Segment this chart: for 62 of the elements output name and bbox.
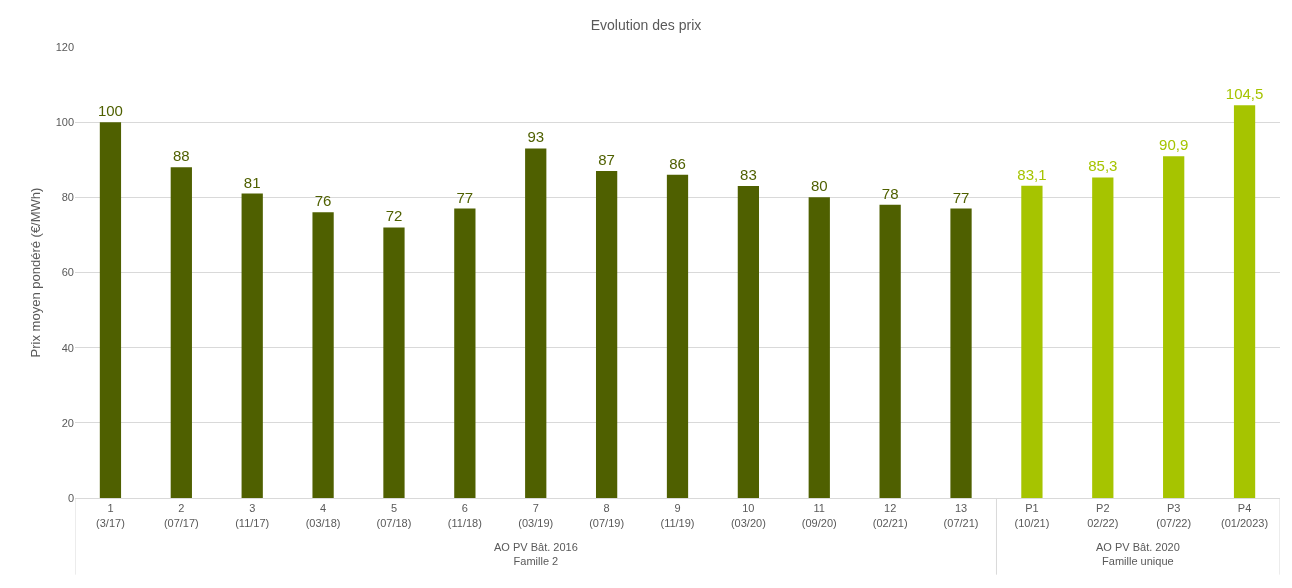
data-label: 88 <box>172 147 190 165</box>
bar <box>1233 105 1256 498</box>
x-tick-label: 7 (03/19) <box>518 502 554 529</box>
data-label: 83,1 <box>1017 165 1047 183</box>
text: AO PV Bât. 2020 Famille unique <box>1096 541 1180 568</box>
y-tick-label: 20 <box>61 416 74 429</box>
y-tick-label: 40 <box>61 341 74 354</box>
text: AO PV Bât. 2016 Famille 2 <box>494 541 578 568</box>
data-label: 76 <box>314 192 332 210</box>
data-label: 77 <box>952 188 970 206</box>
x-tick-label: 8 (07/19) <box>589 502 625 529</box>
data-label: 86 <box>669 154 686 172</box>
bar <box>879 204 901 498</box>
bar <box>312 212 334 498</box>
bar <box>170 167 192 498</box>
x-tick-label: P1 (10/21) <box>1014 502 1050 529</box>
x-tick-label: 13 (07/21) <box>943 502 979 529</box>
data-label: 100 <box>97 102 123 120</box>
x-tick-label: P4 (01/2023) <box>1221 502 1269 529</box>
bar <box>525 148 547 498</box>
bar <box>1163 156 1185 498</box>
y-tick-label: 120 <box>55 40 74 53</box>
data-label: 85,3 <box>1088 157 1118 175</box>
x-tick-label: P2 02/22) <box>1087 502 1119 529</box>
data-label: 78 <box>881 184 899 202</box>
bar <box>1092 177 1114 498</box>
x-tick-label: 2 (07/17) <box>163 502 199 529</box>
bar <box>666 174 689 498</box>
x-tick-label: 1 (3/17) <box>96 502 125 529</box>
bar <box>99 122 122 498</box>
data-label: 72 <box>385 207 403 225</box>
x-tick-label: P3 (07/22) <box>1156 502 1192 529</box>
bar <box>737 186 760 498</box>
y-tick-label: 80 <box>61 191 74 204</box>
data-label: 77 <box>456 188 474 206</box>
x-tick-label: 6 (11/18) <box>447 502 482 529</box>
x-tick-label: 5 (07/18) <box>376 502 412 529</box>
bar <box>241 193 263 498</box>
data-label: 93 <box>527 128 545 146</box>
x-tick-label: 4 (03/18) <box>305 502 341 529</box>
data-label: 80 <box>810 177 828 195</box>
data-label: 87 <box>598 151 615 169</box>
bar <box>383 227 405 498</box>
x-tick-label: 12 (02/21) <box>872 502 908 529</box>
x-tick-label: 10 (03/20) <box>730 502 766 529</box>
x-tick-label: 9 (11/19) <box>660 502 695 529</box>
y-tick-label: 100 <box>55 116 74 129</box>
data-label: 81 <box>243 173 261 191</box>
chart-title: Evolution des prix <box>590 17 702 34</box>
y-tick-label: 0 <box>67 491 74 504</box>
data-label: 90,9 <box>1159 136 1189 154</box>
y-tick-label: 60 <box>61 266 74 279</box>
bar <box>950 208 972 498</box>
bar <box>454 208 476 498</box>
bar <box>1021 185 1043 498</box>
data-label: 104,5 <box>1225 85 1264 103</box>
y-axis-title: Prix moyen pondéré (€/MWh) <box>27 187 43 358</box>
x-tick-label: 3 (11/17) <box>235 502 270 529</box>
data-label: 83 <box>740 166 757 184</box>
bar <box>595 171 618 498</box>
bar <box>808 197 830 498</box>
x-tick-label: 11 (09/20) <box>801 502 837 529</box>
